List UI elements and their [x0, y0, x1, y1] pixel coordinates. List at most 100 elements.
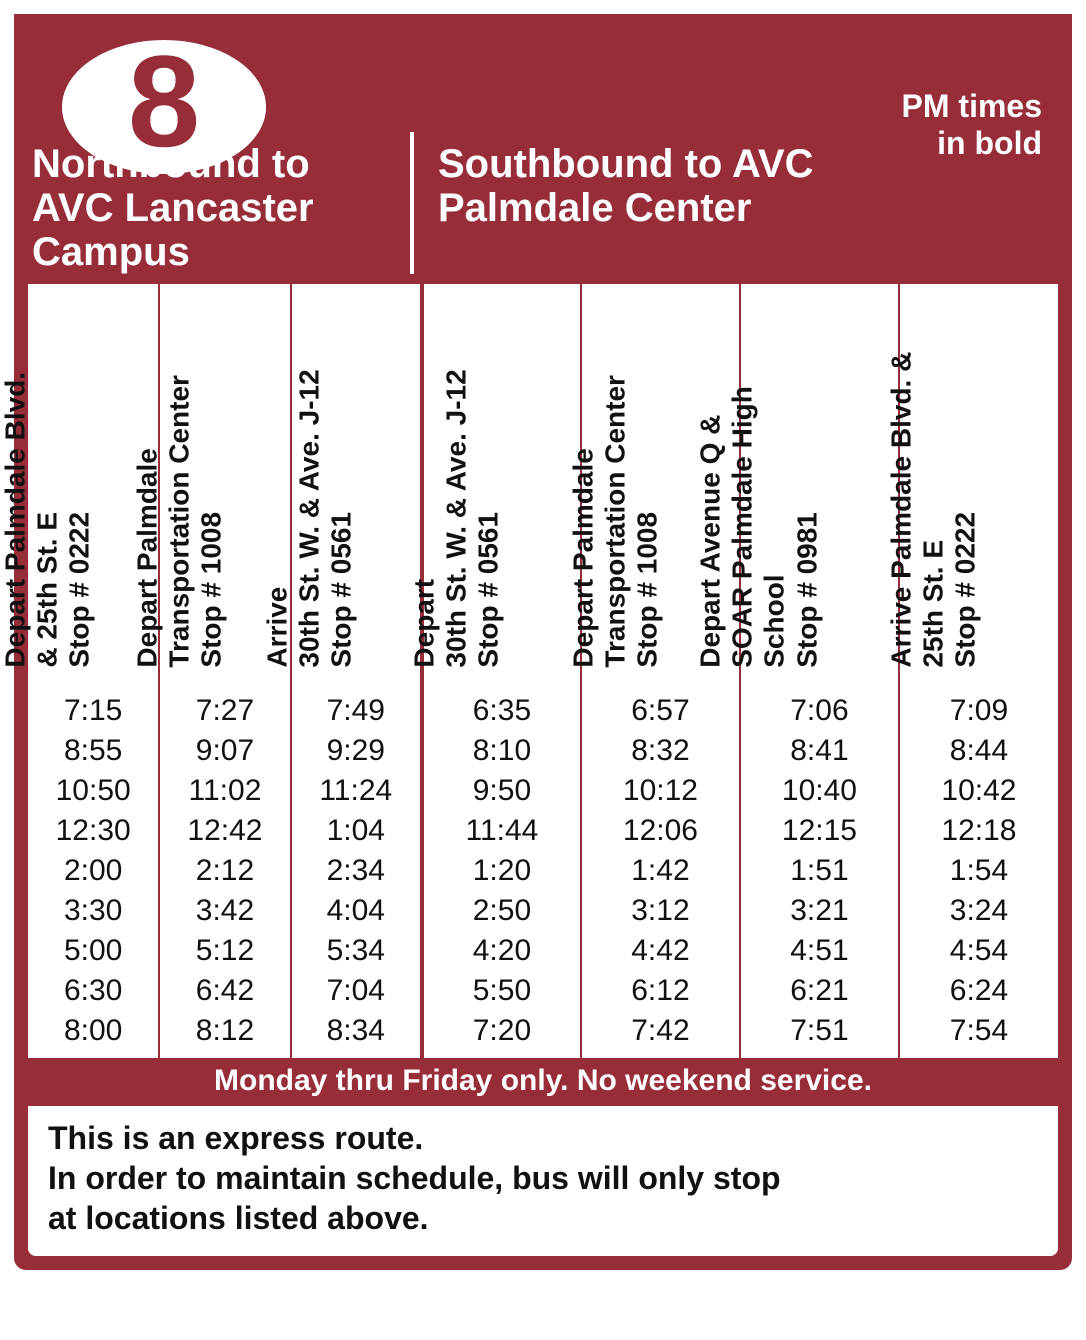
time-cell: 10:50 — [28, 771, 159, 811]
time-cell: 11:02 — [159, 771, 290, 811]
time-cell: 12:15 — [740, 811, 899, 851]
title-line: Southbound to AVC — [438, 142, 1072, 186]
note-line: at locations listed above. — [48, 1198, 1038, 1238]
time-cell: 4:51 — [740, 931, 899, 971]
time-cell: 9:29 — [291, 731, 422, 771]
timetable-wrap: Depart Palmdale Blvd.& 25th St. EStop # … — [28, 284, 1058, 1256]
time-cell: 6:24 — [899, 971, 1058, 1011]
title-line: Palmdale Center — [438, 186, 1072, 230]
time-cell: 7:20 — [422, 1011, 581, 1058]
title-line: Northbound to — [32, 142, 410, 186]
column-header: Arrive30th St. W. & Ave. J-12Stop # 0561 — [291, 284, 422, 684]
header: 8 PM times in bold Northbound to AVC Lan… — [14, 14, 1072, 284]
time-cell: 7:42 — [581, 1011, 740, 1058]
time-row: 8:008:128:347:207:427:517:54 — [28, 1011, 1058, 1058]
time-cell: 12:06 — [581, 811, 740, 851]
column-header-label: Depart PalmdaleTransportation CenterStop… — [567, 288, 664, 668]
note-line: This is an express route. — [48, 1118, 1038, 1158]
time-cell: 3:21 — [740, 891, 899, 931]
time-row: 5:005:125:344:204:424:514:54 — [28, 931, 1058, 971]
time-cell: 5:00 — [28, 931, 159, 971]
time-cell: 4:04 — [291, 891, 422, 931]
time-cell: 6:35 — [422, 684, 581, 731]
column-header-label: Arrive Palmdale Blvd. &25th St. EStop # … — [886, 288, 983, 668]
time-cell: 8:41 — [740, 731, 899, 771]
time-cell: 8:12 — [159, 1011, 290, 1058]
time-cell: 7:06 — [740, 684, 899, 731]
time-row: 10:5011:0211:249:5010:1210:4010:42 — [28, 771, 1058, 811]
time-cell: 7:09 — [899, 684, 1058, 731]
time-cell: 7:54 — [899, 1011, 1058, 1058]
service-days-bar: Monday thru Friday only. No weekend serv… — [28, 1058, 1058, 1106]
column-header-label: Depart PalmdaleTransportation CenterStop… — [131, 288, 228, 668]
time-cell: 3:30 — [28, 891, 159, 931]
header-row: Depart Palmdale Blvd.& 25th St. EStop # … — [28, 284, 1058, 684]
column-header: Arrive Palmdale Blvd. &25th St. EStop # … — [899, 284, 1058, 684]
time-cell: 7:49 — [291, 684, 422, 731]
title-line: AVC Lancaster Campus — [32, 186, 410, 274]
time-cell: 3:24 — [899, 891, 1058, 931]
time-cell: 8:34 — [291, 1011, 422, 1058]
time-cell: 11:44 — [422, 811, 581, 851]
time-cell: 10:40 — [740, 771, 899, 811]
time-cell: 1:20 — [422, 851, 581, 891]
time-cell: 6:57 — [581, 684, 740, 731]
time-cell: 6:42 — [159, 971, 290, 1011]
time-cell: 10:42 — [899, 771, 1058, 811]
time-cell: 10:12 — [581, 771, 740, 811]
column-header-label: Depart Palmdale Blvd.& 25th St. EStop # … — [0, 288, 96, 668]
time-cell: 1:54 — [899, 851, 1058, 891]
time-cell: 12:18 — [899, 811, 1058, 851]
time-cell: 9:07 — [159, 731, 290, 771]
column-header-label: Depart30th St. W. & Ave. J-12Stop # 0561 — [408, 288, 505, 668]
column-header: Depart30th St. W. & Ave. J-12Stop # 0561 — [422, 284, 581, 684]
time-cell: 3:12 — [581, 891, 740, 931]
time-row: 8:559:079:298:108:328:418:44 — [28, 731, 1058, 771]
time-cell: 1:04 — [291, 811, 422, 851]
time-cell: 2:00 — [28, 851, 159, 891]
time-cell: 2:34 — [291, 851, 422, 891]
time-cell: 5:34 — [291, 931, 422, 971]
time-cell: 2:12 — [159, 851, 290, 891]
time-cell: 6:30 — [28, 971, 159, 1011]
time-cell: 9:50 — [422, 771, 581, 811]
time-cell: 11:24 — [291, 771, 422, 811]
time-cell: 8:55 — [28, 731, 159, 771]
time-row: 3:303:424:042:503:123:213:24 — [28, 891, 1058, 931]
time-cell: 1:42 — [581, 851, 740, 891]
time-row: 6:306:427:045:506:126:216:24 — [28, 971, 1058, 1011]
time-cell: 6:12 — [581, 971, 740, 1011]
southbound-title: Southbound to AVC Palmdale Center — [414, 132, 1072, 274]
time-cell: 8:00 — [28, 1011, 159, 1058]
time-cell: 7:27 — [159, 684, 290, 731]
schedule-card: 8 PM times in bold Northbound to AVC Lan… — [14, 14, 1072, 1270]
time-row: 12:3012:421:0411:4412:0612:1512:18 — [28, 811, 1058, 851]
time-row: 2:002:122:341:201:421:511:54 — [28, 851, 1058, 891]
column-header-label: Depart Avenue Q &SOAR Palmdale High Scho… — [694, 288, 823, 668]
time-cell: 3:42 — [159, 891, 290, 931]
time-cell: 4:20 — [422, 931, 581, 971]
express-note: This is an express route. In order to ma… — [28, 1106, 1058, 1256]
time-cell: 5:50 — [422, 971, 581, 1011]
timetable-head: Depart Palmdale Blvd.& 25th St. EStop # … — [28, 284, 1058, 684]
time-cell: 2:50 — [422, 891, 581, 931]
time-cell: 5:12 — [159, 931, 290, 971]
legend-line: PM times — [902, 88, 1042, 125]
time-cell: 6:21 — [740, 971, 899, 1011]
column-header: Depart Avenue Q &SOAR Palmdale High Scho… — [740, 284, 899, 684]
time-cell: 1:51 — [740, 851, 899, 891]
time-cell: 4:42 — [581, 931, 740, 971]
time-cell: 7:15 — [28, 684, 159, 731]
timetable-body: 7:157:277:496:356:577:067:098:559:079:29… — [28, 684, 1058, 1058]
direction-titles: Northbound to AVC Lancaster Campus South… — [14, 132, 1072, 274]
note-line: In order to maintain schedule, bus will … — [48, 1158, 1038, 1198]
time-cell: 12:30 — [28, 811, 159, 851]
time-cell: 7:51 — [740, 1011, 899, 1058]
timetable: Depart Palmdale Blvd.& 25th St. EStop # … — [28, 284, 1058, 1058]
time-cell: 4:54 — [899, 931, 1058, 971]
column-header-label: Arrive30th St. W. & Ave. J-12Stop # 0561 — [262, 288, 359, 668]
northbound-title: Northbound to AVC Lancaster Campus — [14, 132, 414, 274]
time-cell: 8:10 — [422, 731, 581, 771]
time-row: 7:157:277:496:356:577:067:09 — [28, 684, 1058, 731]
time-cell: 8:32 — [581, 731, 740, 771]
